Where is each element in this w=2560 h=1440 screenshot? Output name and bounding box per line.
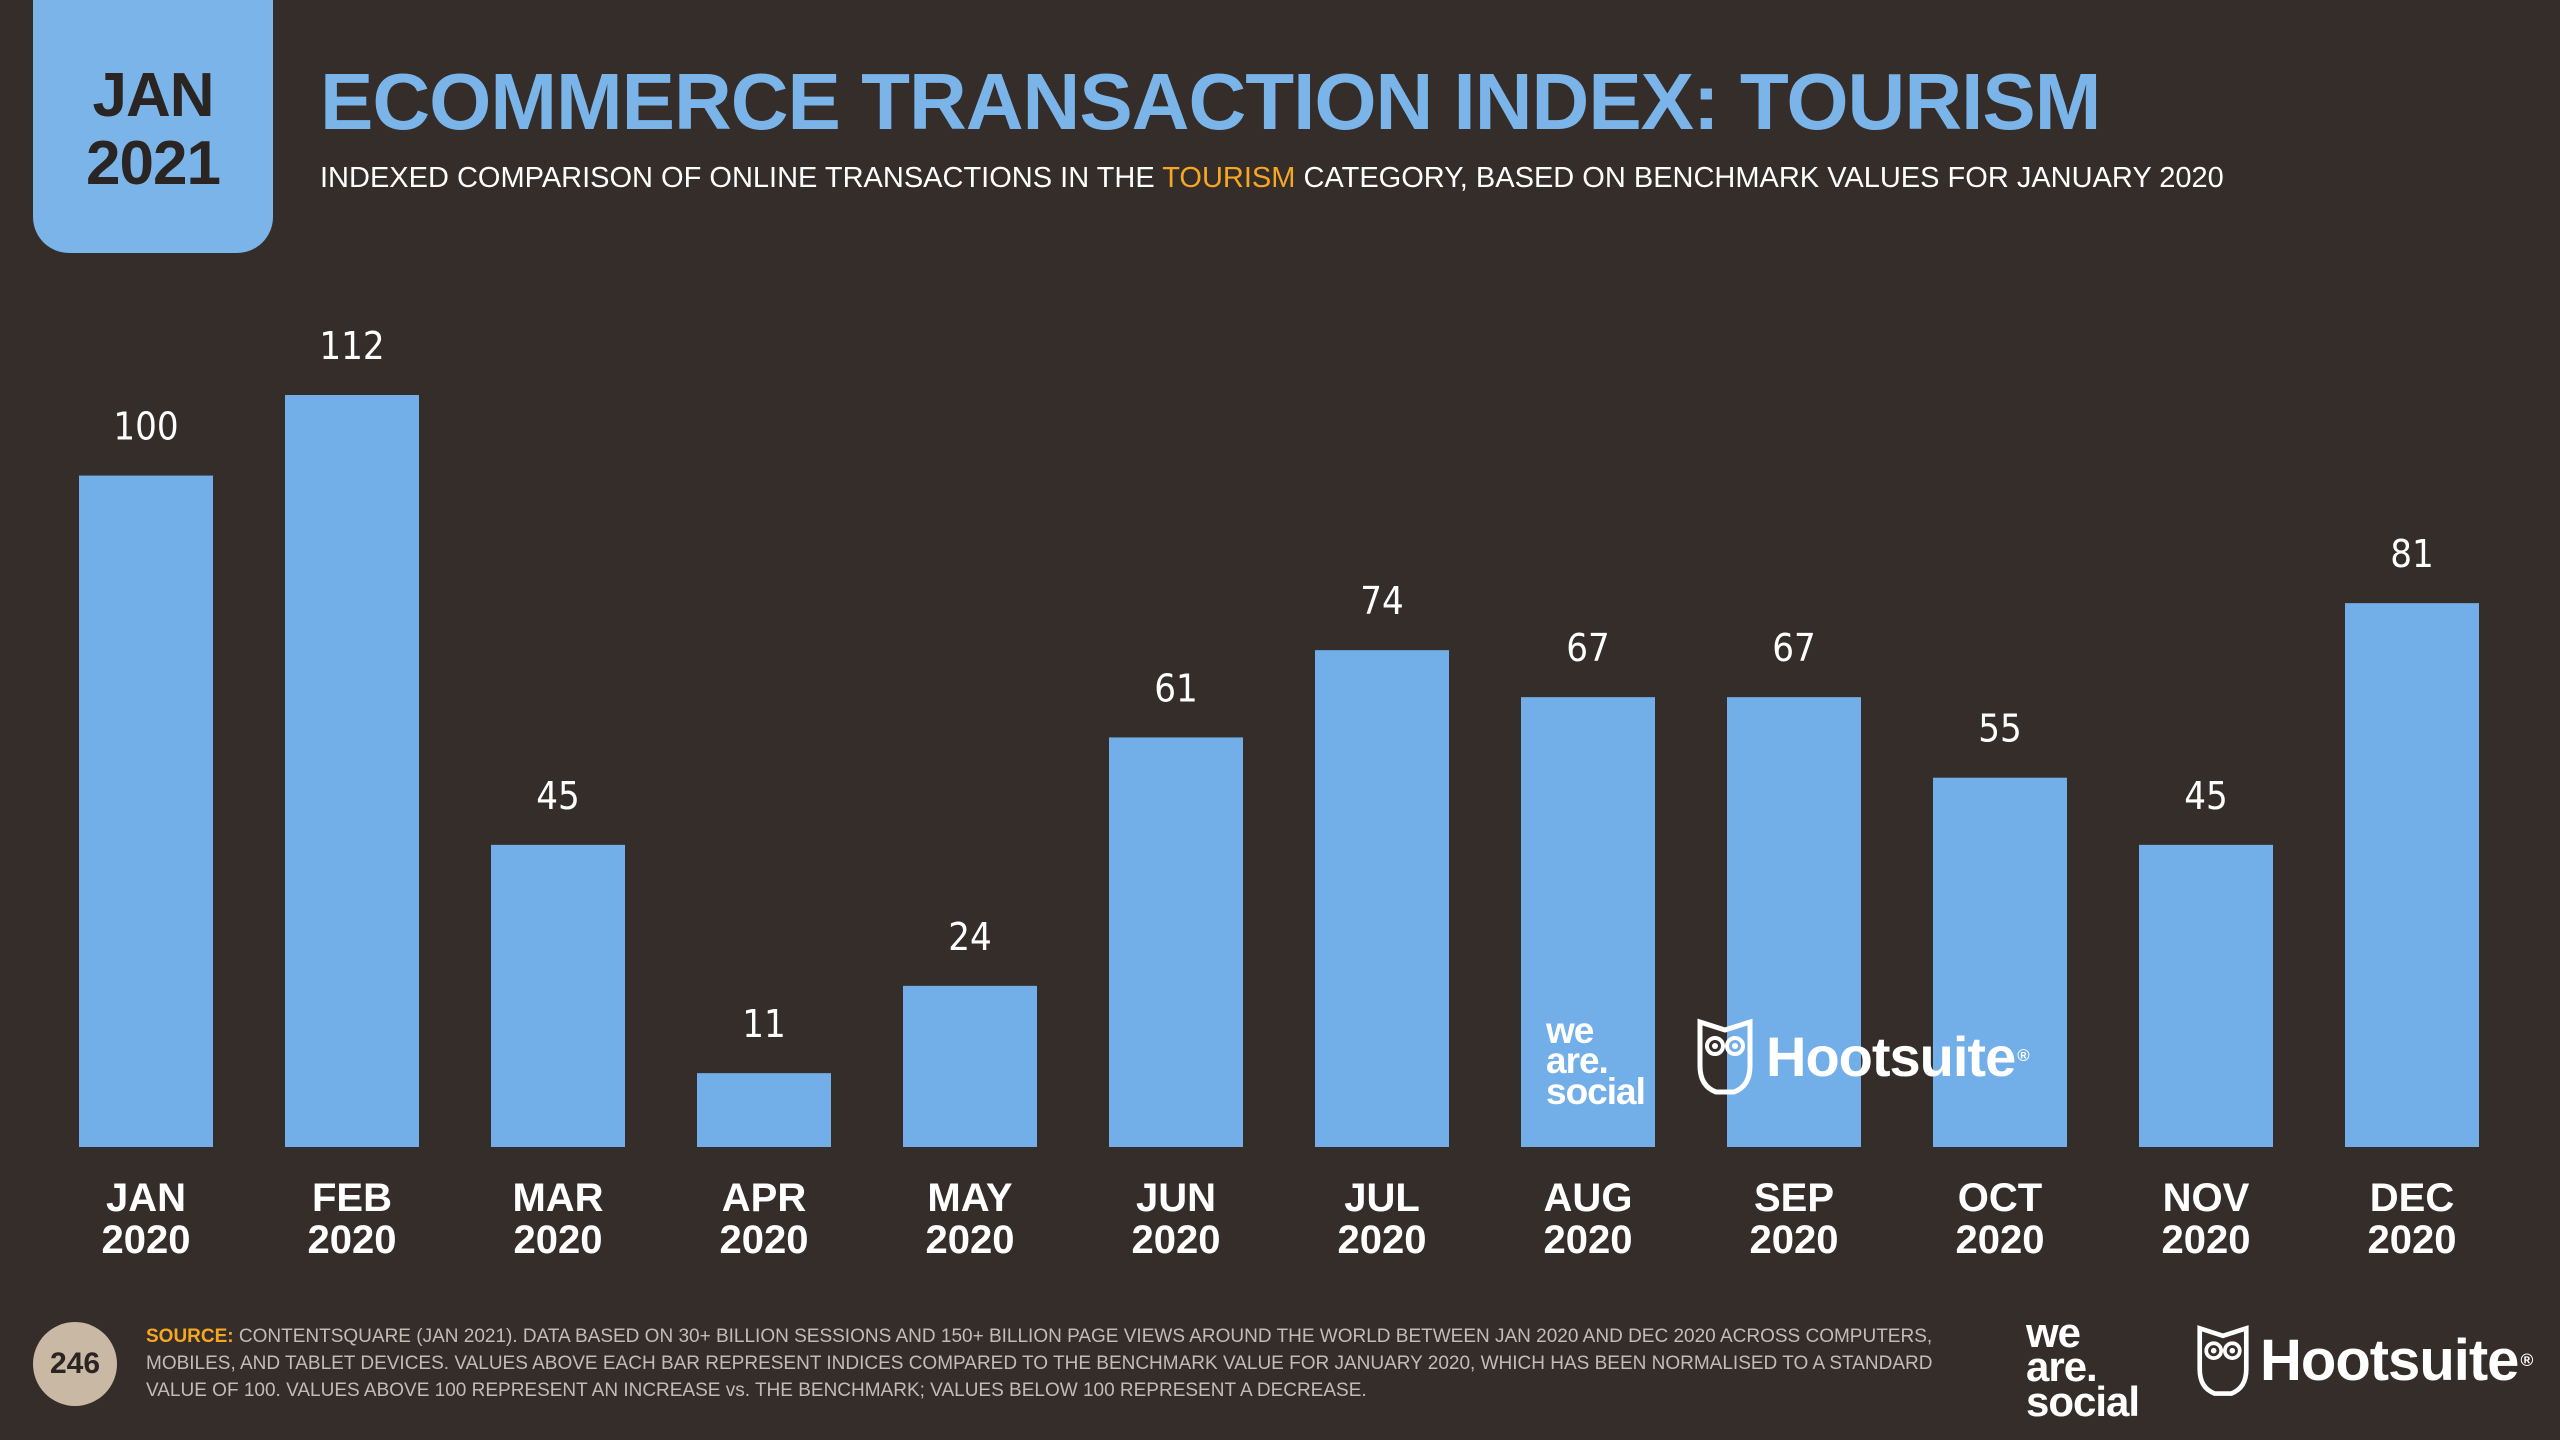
subtitle-before: INDEXED COMPARISON OF ONLINE TRANSACTION… [320, 162, 1163, 194]
category-label-sep-year: 2020 [1750, 1218, 1839, 1262]
source-note: SOURCE: CONTENTSQUARE (JAN 2021). DATA B… [146, 1324, 1996, 1405]
category-label-jun-year: 2020 [1132, 1218, 1221, 1262]
value-label-may: 24 [948, 915, 992, 959]
bar-jul [1315, 650, 1449, 1147]
bar-feb [285, 395, 419, 1147]
bar-jan [79, 475, 213, 1148]
page-subtitle: INDEXED COMPARISON OF ONLINE TRANSACTION… [320, 164, 2224, 193]
registered-logo-mark: ® [2520, 1349, 2533, 1370]
category-label-jan-year: 2020 [102, 1218, 191, 1262]
we-are-social-logo-line-3: social [2026, 1377, 2140, 1425]
category-label-apr-month: APR [722, 1176, 807, 1220]
category-label-aug-year: 2020 [1544, 1218, 1633, 1262]
category-label-mar-year: 2020 [514, 1218, 603, 1262]
category-label-feb-month: FEB [312, 1176, 392, 1220]
category-label-jun-month: JUN [1136, 1176, 1216, 1220]
category-label-nov-month: NOV [2163, 1176, 2250, 1220]
value-label-aug: 67 [1566, 626, 1610, 670]
we-are-social-line-3: social [1546, 1070, 1646, 1112]
category-label-jul-year: 2020 [1338, 1218, 1427, 1262]
category-label-jul-month: JUL [1344, 1176, 1420, 1220]
bar-may [903, 985, 1037, 1147]
badge-month: JAN [92, 60, 214, 130]
bar-chart: 100JAN2020112FEB202045MAR202011APR202024… [79, 324, 2479, 1262]
category-label-feb-year: 2020 [308, 1218, 397, 1262]
badge-year: 2021 [86, 128, 221, 198]
subtitle-highlight: TOURISM [1162, 162, 1296, 194]
registered-mark: ® [2017, 1046, 2029, 1065]
bar-oct [1933, 777, 2067, 1147]
value-label-mar: 45 [536, 774, 580, 818]
value-label-jun: 61 [1154, 666, 1198, 710]
hootsuite-watermark: Hootsuite ® [1696, 1016, 2030, 1096]
category-label-dec-month: DEC [2370, 1176, 2454, 1220]
source-text: CONTENTSQUARE (JAN 2021). DATA BASED ON … [146, 1326, 1933, 1401]
value-label-sep: 67 [1772, 626, 1816, 670]
bar-apr [697, 1073, 831, 1147]
category-label-dec-year: 2020 [2368, 1218, 2457, 1262]
category-label-nov-year: 2020 [2162, 1218, 2251, 1262]
owl-icon [1697, 1018, 1753, 1095]
we-are-social-logo-line-1: we [2026, 1309, 2081, 1356]
we-are-social-line-1: we [1546, 1010, 1594, 1051]
category-label-oct-year: 2020 [1956, 1218, 2045, 1262]
we-are-social-logo-line-2: are. [2026, 1343, 2098, 1391]
category-label-aug-month: AUG [1544, 1176, 1633, 1220]
value-label-nov: 45 [2184, 774, 2228, 818]
bar-jun [1109, 737, 1243, 1147]
value-label-oct: 55 [1978, 707, 2022, 751]
bar-nov [2139, 844, 2273, 1147]
value-label-apr: 11 [742, 1002, 786, 1046]
category-label-mar-month: MAR [512, 1176, 603, 1220]
hootsuite-wordmark: Hootsuite [1766, 1024, 2016, 1088]
subtitle-after: CATEGORY, BASED ON BENCHMARK VALUES FOR … [1295, 162, 2224, 194]
category-label-oct-month: OCT [1958, 1176, 2042, 1220]
we-are-social-line-2: are. [1546, 1040, 1609, 1082]
category-label-apr-year: 2020 [720, 1218, 809, 1262]
category-label-may-year: 2020 [926, 1218, 1015, 1262]
category-label-sep-month: SEP [1754, 1176, 1834, 1220]
hootsuite-logo: Hootsuite ® [2196, 1322, 2533, 1398]
source-label: SOURCE: [146, 1326, 234, 1347]
bar-aug [1521, 697, 1655, 1147]
owl-logo-icon [2197, 1325, 2249, 1396]
category-label-may-month: MAY [927, 1176, 1013, 1220]
page-title: ECOMMERCE TRANSACTION INDEX: TOURISM [320, 57, 2101, 146]
hootsuite-logo-wordmark: Hootsuite [2260, 1327, 2519, 1393]
value-label-feb: 112 [319, 324, 384, 368]
we-are-social-logo: we are. social [2026, 1309, 2140, 1425]
category-label-jan-month: JAN [106, 1176, 186, 1220]
value-label-dec: 81 [2390, 532, 2434, 576]
date-badge: JAN 2021 [33, 0, 273, 253]
value-label-jan: 100 [113, 405, 178, 449]
we-are-social-watermark: we are. social [1546, 1010, 1646, 1112]
bar-mar [491, 844, 625, 1147]
value-label-jul: 74 [1360, 579, 1404, 623]
bar-dec [2345, 603, 2479, 1147]
page-number: 246 [33, 1322, 117, 1406]
